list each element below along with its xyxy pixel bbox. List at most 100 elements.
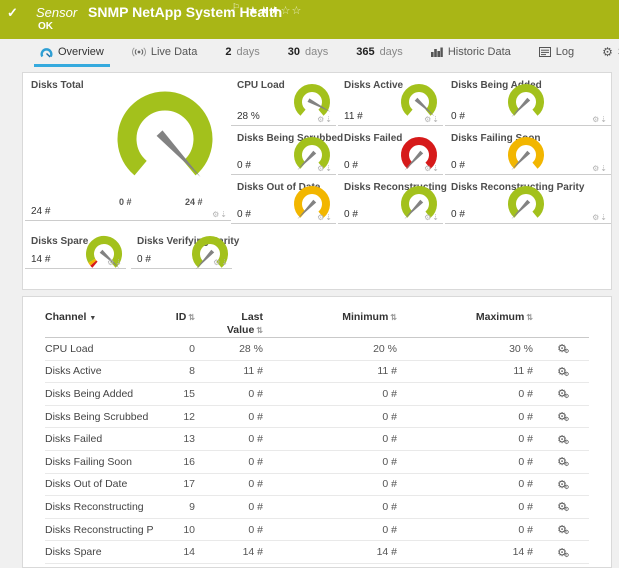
channel-settings-gear-icon[interactable]: ⚙⚙ [533, 365, 591, 378]
channel-name[interactable]: Disks Out of Date [45, 478, 153, 490]
channel-settings-gear-icon[interactable]: ⚙⚙ [533, 410, 591, 423]
channel-settings-gear-icon[interactable]: ⚙⚙ [533, 455, 591, 468]
channel-maximum: 0 # [397, 411, 533, 423]
channel-name[interactable]: Disks Failed [45, 433, 153, 445]
pin-icon[interactable]: ⇣ [221, 258, 229, 267]
disks-reconstructing-parity-gauge [503, 183, 549, 227]
channel-maximum: 0 # [397, 501, 533, 513]
stars-filled: ★★★ [248, 5, 281, 17]
channel-last-value: 0 # [195, 388, 263, 400]
stars-empty: ☆☆ [281, 5, 303, 17]
channel-maximum: 14 # [397, 546, 533, 558]
table-row[interactable]: Disks Active 8 11 # 11 # 11 # ⚙⚙ [45, 361, 589, 384]
table-row[interactable]: Disks Reconstructing P... 10 0 # 0 # 0 #… [45, 519, 589, 542]
gauge-cell-disks-spare[interactable]: Disks Spare 14 # ⚙⇣ [25, 231, 126, 269]
table-body: CPU Load 0 28 % 20 % 30 % ⚙⚙ Disks Activ… [45, 338, 589, 564]
table-row[interactable]: Disks Failing Soon 16 0 # 0 # 0 # ⚙⚙ [45, 451, 589, 474]
pin-icon[interactable]: ⇣ [432, 164, 440, 173]
pin-icon[interactable]: ⇣ [600, 164, 608, 173]
gauge-value: 0 # [451, 209, 465, 220]
channel-name[interactable]: Disks Failing Soon [45, 456, 153, 468]
disks-being-added-gauge [503, 81, 549, 125]
channel-minimum: 0 # [263, 524, 397, 536]
gauge-cell-cpu-load[interactable]: CPU Load 28 % ⚙⇣ [231, 75, 336, 126]
channel-id: 13 [153, 433, 195, 445]
channel-last-value: 0 # [195, 433, 263, 445]
pin-icon[interactable]: ⇣ [325, 115, 333, 124]
tab-live-data[interactable]: Live Data [126, 40, 203, 67]
channel-maximum: 0 # [397, 433, 533, 445]
channel-settings-gear-icon[interactable]: ⚙⚙ [533, 387, 591, 400]
channel-settings-gear-icon[interactable]: ⚙⚙ [533, 342, 591, 355]
gauge-cell-disks-verifying-parity[interactable]: Disks Verifying Parity 0 # ⚙⇣ [131, 231, 232, 269]
col-header-minimum[interactable]: Minimum⇅ [263, 311, 397, 324]
gauge-cell-disks-reconstructing-parity[interactable]: Disks Reconstructing Parity 0 # ⚙⇣ [445, 177, 611, 224]
col-header-last-value[interactable]: LastValue⇅ [195, 311, 263, 337]
priority-stars[interactable]: ★★★☆☆ [248, 4, 302, 17]
table-row[interactable]: Disks Being Added 15 0 # 0 # 0 # ⚙⚙ [45, 383, 589, 406]
gauge-value: 11 # [344, 111, 363, 122]
table-row[interactable]: CPU Load 0 28 % 20 % 30 % ⚙⚙ [45, 338, 589, 361]
gauge-cell-disks-failed[interactable]: Disks Failed 0 # ⚙⇣ [338, 128, 443, 175]
channel-table: Channel▼ ID⇅ LastValue⇅ Minimum⇅ Maximum… [23, 297, 611, 564]
gauge-title: Disks Failed [344, 133, 402, 144]
channel-id: 14 [153, 546, 195, 558]
gauge-value: 0 # [137, 254, 151, 265]
gauge-cell-disks-being-added[interactable]: Disks Being Added 0 # ⚙⇣ [445, 75, 611, 126]
col-header-id[interactable]: ID⇅ [153, 311, 195, 324]
channel-last-value: 0 # [195, 524, 263, 536]
channel-name[interactable]: Disks Reconstructing [45, 501, 153, 513]
pin-icon[interactable]: ⇣ [115, 258, 123, 267]
channel-name[interactable]: Disks Being Added [45, 388, 153, 400]
channel-last-value: 0 # [195, 456, 263, 468]
pin-icon[interactable]: ⇣ [220, 210, 228, 219]
col-header-channel[interactable]: Channel▼ [45, 311, 153, 325]
table-row[interactable]: Disks Failed 13 0 # 0 # 0 # ⚙⚙ [45, 428, 589, 451]
tab-historic-data[interactable]: Historic Data [425, 40, 517, 67]
tab-overview[interactable]: Overview [34, 40, 110, 67]
channel-name[interactable]: Disks Reconstructing P... [45, 524, 153, 536]
pin-icon[interactable]: ⇣ [325, 164, 333, 173]
tab-settings[interactable]: ⚙ Settings [596, 40, 619, 67]
col-header-maximum[interactable]: Maximum⇅ [397, 311, 533, 324]
table-row[interactable]: Disks Out of Date 17 0 # 0 # 0 # ⚙⚙ [45, 474, 589, 497]
table-row[interactable]: Disks Being Scrubbed 12 0 # 0 # 0 # ⚙⚙ [45, 406, 589, 429]
gauge-cell-disks-being-scrubbed[interactable]: Disks Being Scrubbed 0 # ⚙⇣ [231, 128, 336, 175]
tab-log[interactable]: Log [533, 40, 580, 67]
channel-last-value: 11 # [195, 365, 263, 377]
gauge-cell-disks-out-of-date[interactable]: Disks Out of Date 0 # ⚙⇣ [231, 177, 336, 224]
pin-icon[interactable]: ⇣ [325, 213, 333, 222]
pin-icon[interactable]: ⇣ [600, 213, 608, 222]
gauge-max-label: 24 # [185, 197, 203, 207]
flag-icon[interactable]: ⚐ [232, 2, 240, 13]
tab-2-days[interactable]: 2 days [219, 40, 265, 67]
tab-365-days[interactable]: 365 days [350, 40, 409, 67]
channel-settings-gear-icon[interactable]: ⚙⚙ [533, 500, 591, 513]
bar-chart-icon [431, 47, 443, 57]
channel-settings-gear-icon[interactable]: ⚙⚙ [533, 478, 591, 491]
pin-icon[interactable]: ⇣ [432, 115, 440, 124]
disks-verifying-parity-gauge [187, 233, 233, 277]
gauge-cell-disks-reconstructing[interactable]: Disks Reconstructing 0 # ⚙⇣ [338, 177, 443, 224]
channel-id: 10 [153, 524, 195, 536]
channel-settings-gear-icon[interactable]: ⚙⚙ [533, 546, 591, 559]
pin-icon[interactable]: ⇣ [432, 213, 440, 222]
tab-30-days[interactable]: 30 days [282, 40, 335, 67]
gauge-icon [40, 47, 53, 58]
channel-settings-gear-icon[interactable]: ⚙⚙ [533, 523, 591, 536]
channel-name[interactable]: CPU Load [45, 343, 153, 355]
gauge-cell-disks-active[interactable]: Disks Active 11 # ⚙⇣ [338, 75, 443, 126]
channel-name[interactable]: Disks Being Scrubbed [45, 411, 153, 423]
table-row[interactable]: Disks Spare 14 14 # 14 # 14 # ⚙⚙ [45, 541, 589, 564]
channel-settings-gear-icon[interactable]: ⚙⚙ [533, 433, 591, 446]
gauge-cell-disks-total[interactable]: Disks Total 0 # 24 # 24 # ⚙⇣ [25, 75, 231, 221]
channel-last-value: 0 # [195, 411, 263, 423]
gauges-panel: Disks Total 0 # 24 # 24 # ⚙⇣ CPU Load 28… [22, 72, 612, 290]
table-row[interactable]: Disks Reconstructing 9 0 # 0 # 0 # ⚙⚙ [45, 496, 589, 519]
pin-icon[interactable]: ⇣ [600, 115, 608, 124]
channel-name[interactable]: Disks Active [45, 365, 153, 377]
gauge-cell-disks-failing-soon[interactable]: Disks Failing Soon 0 # ⚙⇣ [445, 128, 611, 175]
tab-30-days-number: 30 [288, 46, 300, 58]
channel-name[interactable]: Disks Spare [45, 546, 153, 558]
gauge-title: Disks Total [31, 80, 84, 91]
